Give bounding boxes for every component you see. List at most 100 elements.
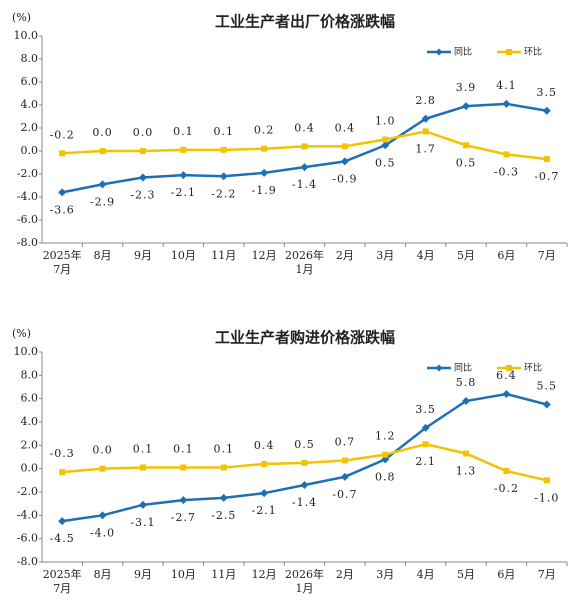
unit-label: (%) <box>12 11 31 24</box>
point <box>502 390 511 398</box>
point <box>381 141 390 150</box>
x-tick-label: 10月 <box>171 249 196 262</box>
data-label: -2.7 <box>171 511 196 524</box>
point <box>301 459 308 466</box>
point <box>138 173 147 182</box>
y-tick-label: 10.0 <box>14 345 39 358</box>
data-label: 0.4 <box>294 121 315 134</box>
point <box>382 136 389 143</box>
data-label: 1.3 <box>456 465 477 478</box>
x-tick-label: 9月 <box>134 568 152 581</box>
chart-title: 工业生产者出厂价格涨跌幅 <box>215 13 395 31</box>
x-tick-label: 8月 <box>94 568 112 581</box>
x-tick-label: 11月 <box>211 568 236 581</box>
data-label: 4.1 <box>496 79 517 92</box>
data-label: -0.7 <box>332 488 357 501</box>
y-tick-label: 0.0 <box>21 144 39 157</box>
point <box>422 128 429 135</box>
data-label: 0.4 <box>335 121 356 134</box>
y-tick-label: 6.0 <box>21 75 39 88</box>
data-label: -4.0 <box>90 526 115 539</box>
point <box>421 114 430 123</box>
data-label: 3.5 <box>537 86 558 99</box>
point <box>463 450 470 457</box>
x-tick-label: 10月 <box>171 568 196 581</box>
data-label: 1.0 <box>375 115 396 128</box>
x-tick-label: 11月 <box>211 249 236 262</box>
data-label: -2.9 <box>90 195 115 208</box>
point <box>301 143 308 150</box>
point <box>502 99 511 108</box>
data-label: -4.5 <box>50 532 75 545</box>
point <box>260 168 269 177</box>
x-tick-label: 5月 <box>457 249 475 262</box>
legend-marker <box>435 48 443 56</box>
x-tick-label: 2026年 1月 <box>285 567 324 595</box>
point <box>340 472 349 481</box>
x-tick-label: 3月 <box>376 249 394 262</box>
y-tick-label: 4.0 <box>21 415 39 428</box>
legend-marker <box>506 365 512 371</box>
data-label: -0.2 <box>50 128 75 141</box>
point <box>260 489 269 498</box>
data-label: 0.7 <box>335 436 356 449</box>
y-tick-label: 8.0 <box>21 52 39 65</box>
y-tick-label: -8.0 <box>17 555 38 568</box>
x-tick-label: 3月 <box>376 568 394 581</box>
unit-label: (%) <box>12 327 31 340</box>
data-label: 3.5 <box>415 403 436 416</box>
data-label: -2.5 <box>211 509 236 522</box>
y-tick-label: -6.0 <box>17 532 38 545</box>
data-label: -3.6 <box>50 203 75 216</box>
x-tick-label: 2025年 7月 <box>43 567 82 595</box>
x-tick-label: 4月 <box>417 249 435 262</box>
point <box>179 496 188 505</box>
data-label: 0.1 <box>173 125 194 138</box>
point <box>341 143 348 150</box>
data-label: -0.3 <box>494 165 519 178</box>
data-label: 0.4 <box>254 439 275 452</box>
point <box>219 493 228 502</box>
data-label: 0.8 <box>375 470 396 483</box>
data-label: 0.1 <box>213 443 234 456</box>
data-label: -0.9 <box>332 172 357 185</box>
x-tick-label: 4月 <box>417 568 435 581</box>
data-label: -2.1 <box>171 186 196 199</box>
y-tick-label: 8.0 <box>21 368 39 381</box>
point <box>503 468 510 474</box>
y-tick-label: 4.0 <box>21 98 39 111</box>
data-label: -0.2 <box>494 482 519 495</box>
point <box>98 511 107 520</box>
point <box>59 150 66 157</box>
y-tick-label: 6.0 <box>21 392 39 405</box>
point <box>261 461 268 467</box>
point <box>180 464 187 471</box>
data-label: 0.2 <box>254 124 275 137</box>
data-label: 2.1 <box>415 455 436 468</box>
x-tick-label: 12月 <box>252 568 277 581</box>
data-label: 0.0 <box>133 126 154 139</box>
x-tick-label: 7月 <box>538 249 556 262</box>
data-label: 0.0 <box>92 126 113 139</box>
data-label: -0.7 <box>534 170 559 183</box>
point <box>98 180 107 189</box>
x-tick-label: 9月 <box>134 249 152 262</box>
y-tick-label: 2.0 <box>21 121 39 134</box>
point <box>219 172 228 181</box>
data-label: 1.2 <box>375 430 396 443</box>
point <box>462 397 471 405</box>
point <box>220 464 227 471</box>
point <box>99 148 106 154</box>
x-tick-label: 12月 <box>252 249 277 262</box>
point <box>300 481 309 489</box>
x-tick-label: 2月 <box>336 568 354 581</box>
legend-label: 环比 <box>524 46 542 58</box>
point <box>422 441 429 448</box>
x-tick-label: 2025年 7月 <box>43 248 82 276</box>
y-tick-label: 0.0 <box>21 462 39 475</box>
point <box>340 157 349 166</box>
point <box>99 465 106 472</box>
point <box>503 151 510 158</box>
data-label: 0.5 <box>375 156 396 169</box>
